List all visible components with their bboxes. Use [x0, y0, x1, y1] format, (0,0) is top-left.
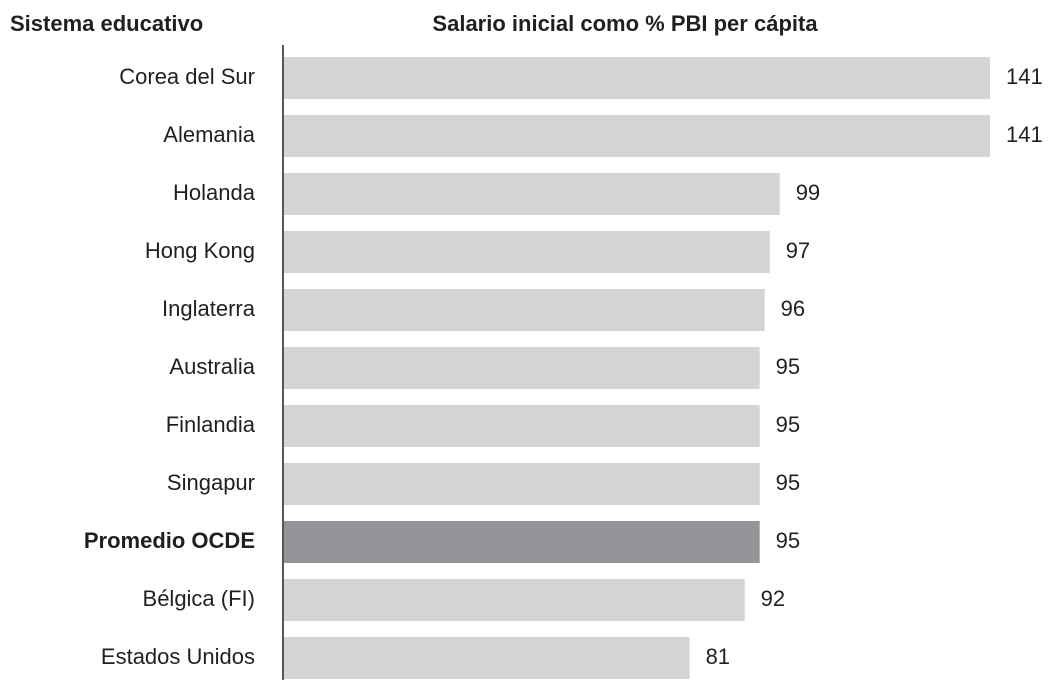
data-label: 81	[706, 644, 730, 669]
y-tick-label: Corea del Sur	[119, 64, 255, 89]
data-label: 96	[781, 296, 805, 321]
y-tick-label: Finlandia	[166, 412, 256, 437]
y-tick-label: Bélgica (FI)	[143, 586, 255, 611]
y-tick-label: Australia	[169, 354, 255, 379]
y-tick-label: Promedio OCDE	[84, 528, 255, 553]
y-tick-label: Estados Unidos	[101, 644, 255, 669]
y-tick-label: Singapur	[167, 470, 255, 495]
category-axis-label: Sistema educativo	[10, 11, 203, 36]
data-label: 95	[776, 470, 800, 495]
data-label: 141	[1006, 64, 1043, 89]
bar	[284, 347, 760, 389]
chart-title: Salario inicial como % PBI per cápita	[432, 11, 818, 36]
y-tick-label: Hong Kong	[145, 238, 255, 263]
bar	[284, 521, 760, 563]
data-label: 95	[776, 354, 800, 379]
bar	[284, 289, 765, 331]
y-tick-label: Inglaterra	[162, 296, 256, 321]
bar	[284, 463, 760, 505]
bar	[284, 579, 745, 621]
bar	[284, 173, 780, 215]
data-label: 97	[786, 238, 810, 263]
bar	[284, 231, 770, 273]
data-label: 141	[1006, 122, 1043, 147]
data-label: 92	[761, 586, 785, 611]
bar	[284, 637, 690, 679]
data-label: 99	[796, 180, 820, 205]
y-tick-label: Alemania	[163, 122, 255, 147]
y-tick-label: Holanda	[173, 180, 256, 205]
bar	[284, 115, 990, 157]
bar	[284, 57, 990, 99]
data-label: 95	[776, 528, 800, 553]
data-label: 95	[776, 412, 800, 437]
bar	[284, 405, 760, 447]
